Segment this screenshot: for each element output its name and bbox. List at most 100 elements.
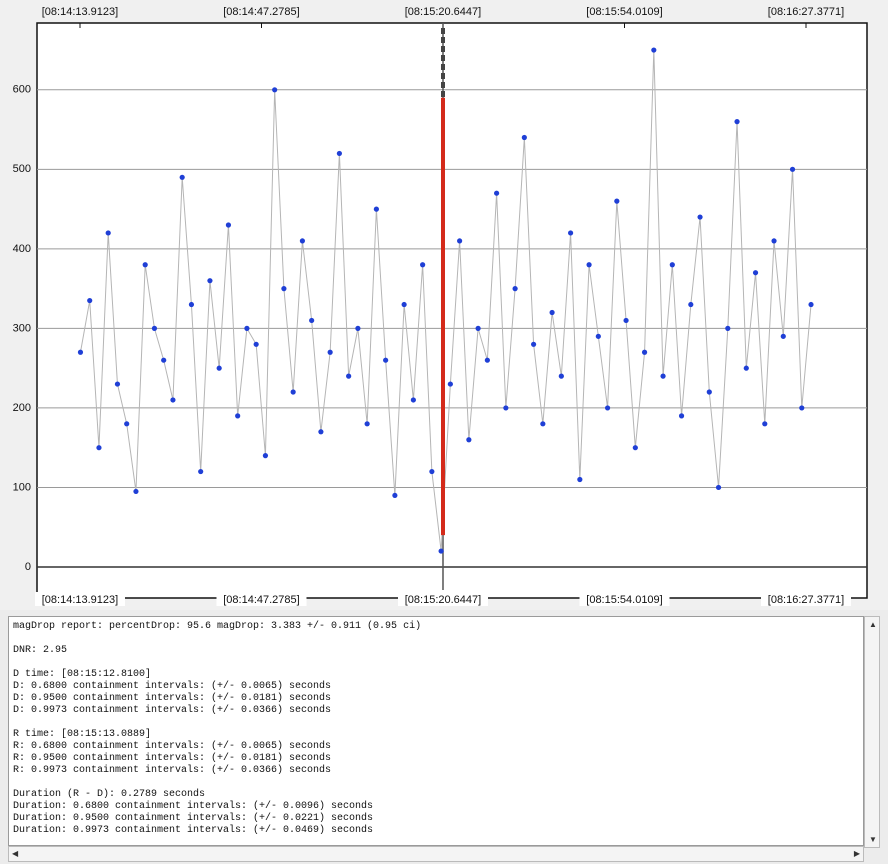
data-point	[734, 119, 740, 125]
report-text: magDrop report: percentDrop: 95.6 magDro…	[13, 621, 421, 845]
chart: 0 100 200 300 400 500 600 [08:14:13.9123] [08:14…	[12, 5, 868, 606]
data-point	[309, 317, 315, 324]
data-point	[641, 349, 648, 355]
data-point	[299, 238, 306, 244]
y-tick-label: 400	[13, 243, 31, 255]
data-point	[706, 389, 712, 395]
data-point	[577, 476, 583, 483]
x-tick-label-box	[397, 592, 488, 606]
data-point	[142, 262, 148, 268]
data-point	[715, 484, 722, 491]
report-line: Duration: 0.6800 containment intervals: …	[13, 801, 374, 812]
data-point	[346, 373, 352, 379]
report-line: R time: [08:15:13.0889]	[13, 729, 152, 740]
data-point	[660, 373, 666, 379]
data-point	[244, 325, 250, 331]
data-point	[595, 333, 601, 339]
data-point	[614, 198, 620, 204]
report-block: D time: [08:15:12.8100] D: 0.6800 contain…	[13, 669, 421, 717]
data-point	[651, 47, 657, 53]
data-point	[678, 413, 685, 419]
data-point	[521, 134, 527, 141]
data-line	[79, 50, 812, 552]
data-point	[170, 397, 176, 403]
x-tick-label: [08:14:47.2785]	[223, 594, 299, 606]
report-line: Duration (R - D): 0.2789 seconds	[13, 789, 206, 800]
report-line: R: 0.9500 containment intervals: (+/- 0.…	[13, 753, 332, 764]
x-tick-label: [08:14:13.9123]	[42, 594, 118, 606]
data-point	[771, 238, 777, 244]
data-point	[540, 421, 546, 427]
data-point	[752, 270, 759, 276]
data-point	[188, 301, 195, 308]
report-panel: magDrop report: percentDrop: 95.6 magDro…	[8, 616, 864, 846]
data-point	[586, 262, 592, 268]
report-block: Duration (R - D): 0.2789 seconds Duration…	[13, 789, 421, 837]
data-point	[725, 325, 731, 331]
data-point	[484, 357, 490, 363]
data-point	[789, 166, 796, 172]
data-point	[373, 206, 379, 212]
report-line: Duration: 0.9500 containment intervals: …	[13, 813, 374, 824]
y-tick-label: 200	[13, 402, 31, 414]
data-point	[558, 373, 564, 379]
data-point	[457, 238, 463, 244]
data-point	[410, 397, 416, 403]
horizontal-scrollbar[interactable]: ◀ ▶	[8, 846, 864, 862]
data-point	[780, 333, 786, 339]
data-point	[161, 357, 167, 363]
data-point	[77, 349, 84, 355]
report-line: magDrop report: percentDrop: 95.6 magDro…	[13, 621, 422, 632]
x-tick-label: [08:16:27.3771]	[768, 6, 844, 18]
data-point	[420, 262, 426, 268]
data-point	[743, 365, 749, 371]
data-point	[290, 389, 296, 395]
data-point	[355, 325, 361, 331]
x-tick-label-box	[761, 592, 852, 606]
data-point	[623, 317, 629, 324]
data-point	[235, 413, 241, 419]
data-point	[438, 548, 444, 554]
data-point	[401, 301, 407, 308]
report-line: D time: [08:15:12.8100]	[13, 669, 152, 680]
data-point	[225, 222, 232, 228]
x-tick-label: [08:14:47.2785]	[223, 6, 299, 18]
data-point	[96, 445, 102, 451]
data-point	[151, 325, 158, 331]
data-point	[133, 488, 139, 495]
data-point	[530, 341, 537, 347]
x-tick-label-box	[216, 592, 307, 606]
data-point	[253, 341, 259, 347]
data-point	[762, 421, 768, 427]
y-tick-label: 600	[13, 84, 31, 96]
data-point	[114, 381, 121, 387]
data-point	[503, 405, 509, 411]
data-point	[494, 190, 500, 196]
data-point	[475, 325, 481, 331]
data-point	[383, 357, 389, 363]
report-block: DNR: 2.95	[13, 645, 421, 657]
report-line: D: 0.9973 containment intervals: (+/- 0.…	[13, 705, 332, 716]
report-line: DNR: 2.95	[13, 645, 68, 656]
y-tick-label: 300	[13, 322, 31, 334]
x-tick-label: [08:15:20.6447]	[405, 594, 481, 606]
plot-area	[36, 22, 868, 599]
vertical-scrollbar[interactable]: ▲ ▼	[864, 616, 880, 848]
x-tick-label: [08:15:20.6447]	[405, 6, 481, 18]
data-point	[198, 468, 204, 475]
data-point	[364, 421, 370, 427]
report-block: magDrop report: percentDrop: 95.6 magDro…	[13, 621, 421, 633]
data-point	[604, 405, 611, 411]
y-tick-label: 0	[25, 561, 31, 573]
y-tick-label: 500	[13, 163, 31, 175]
report-block: R time: [08:15:13.0889] R: 0.6800 contain…	[13, 729, 421, 777]
y-tick-label: 100	[13, 481, 31, 493]
data-point	[336, 150, 342, 157]
report-line: Duration: 0.9973 containment intervals: …	[13, 825, 374, 836]
report-line: D: 0.9500 containment intervals: (+/- 0.…	[13, 693, 332, 704]
data-point	[216, 365, 222, 371]
report-line: R: 0.6800 containment intervals: (+/- 0.…	[13, 741, 332, 752]
data-point	[447, 381, 453, 387]
data-point	[392, 492, 398, 499]
